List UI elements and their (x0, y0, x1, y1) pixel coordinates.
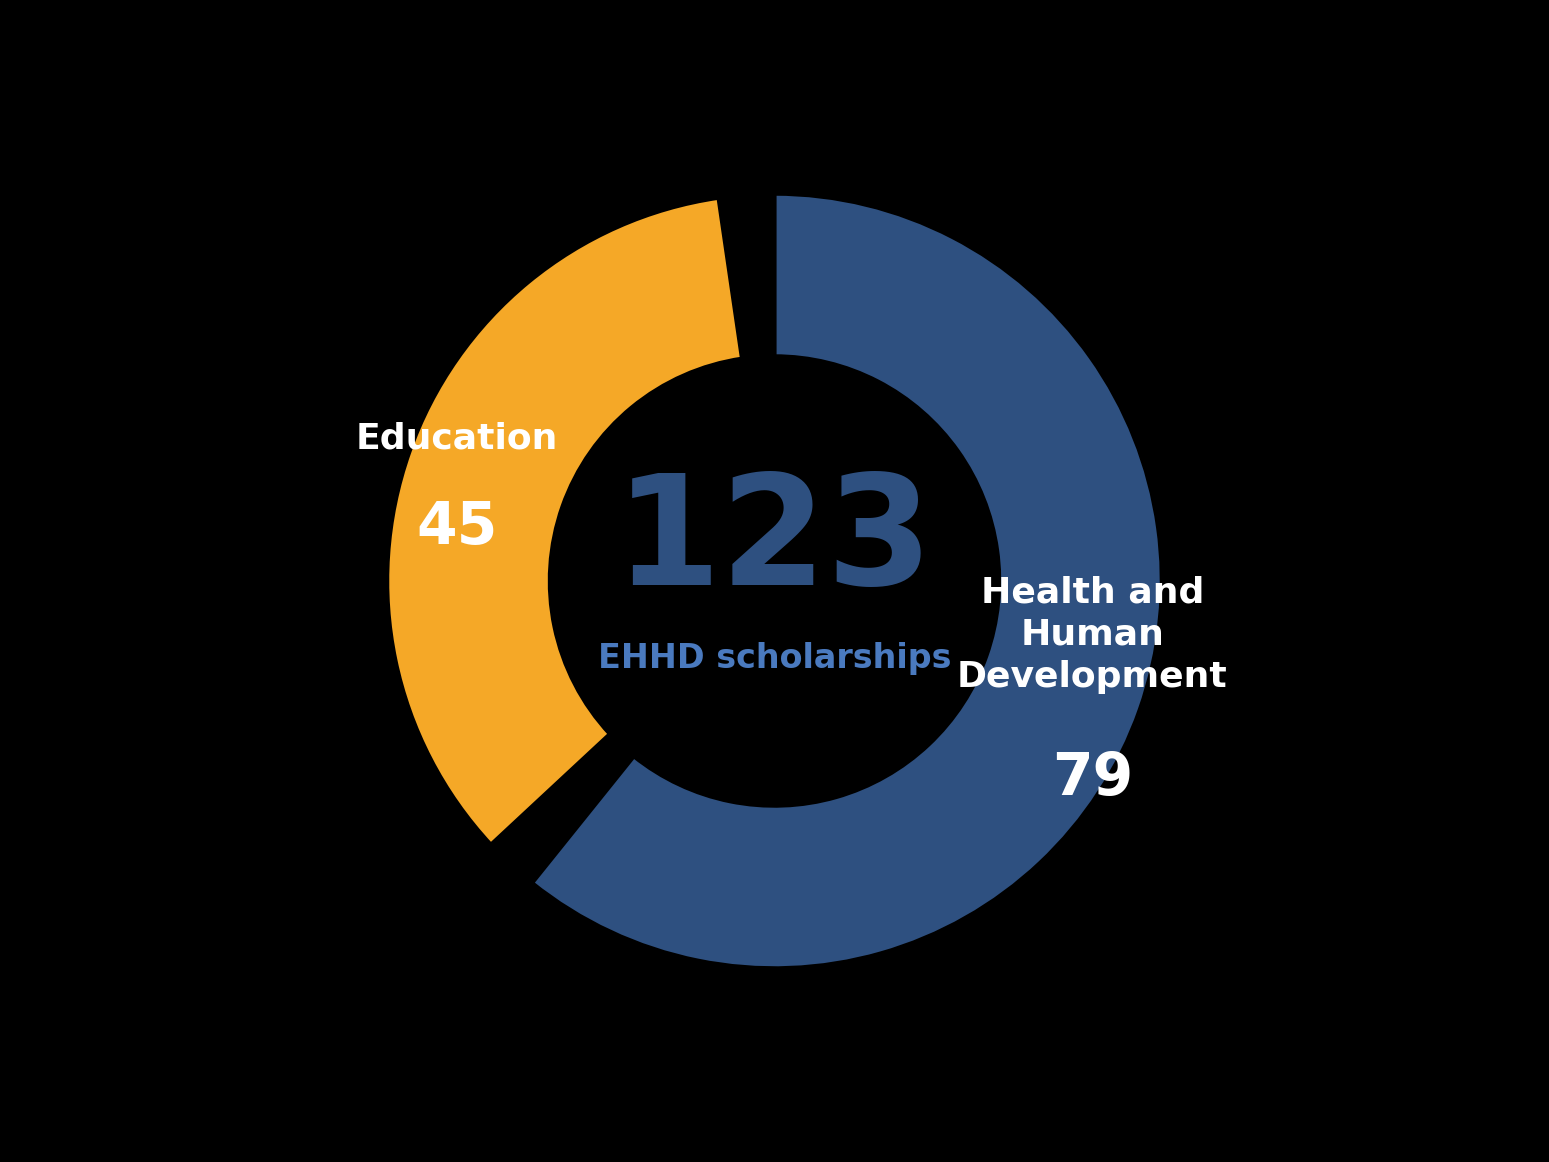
Wedge shape (491, 734, 634, 883)
Wedge shape (719, 194, 774, 359)
Text: EHHD scholarships: EHHD scholarships (598, 641, 951, 675)
Text: Education: Education (355, 421, 558, 456)
Text: 79: 79 (1052, 749, 1132, 806)
Text: 123: 123 (615, 468, 934, 617)
Text: 45: 45 (417, 498, 497, 555)
Circle shape (550, 357, 999, 805)
Wedge shape (387, 198, 742, 845)
Text: Health and
Human
Development: Health and Human Development (957, 575, 1228, 694)
Wedge shape (531, 194, 1162, 968)
